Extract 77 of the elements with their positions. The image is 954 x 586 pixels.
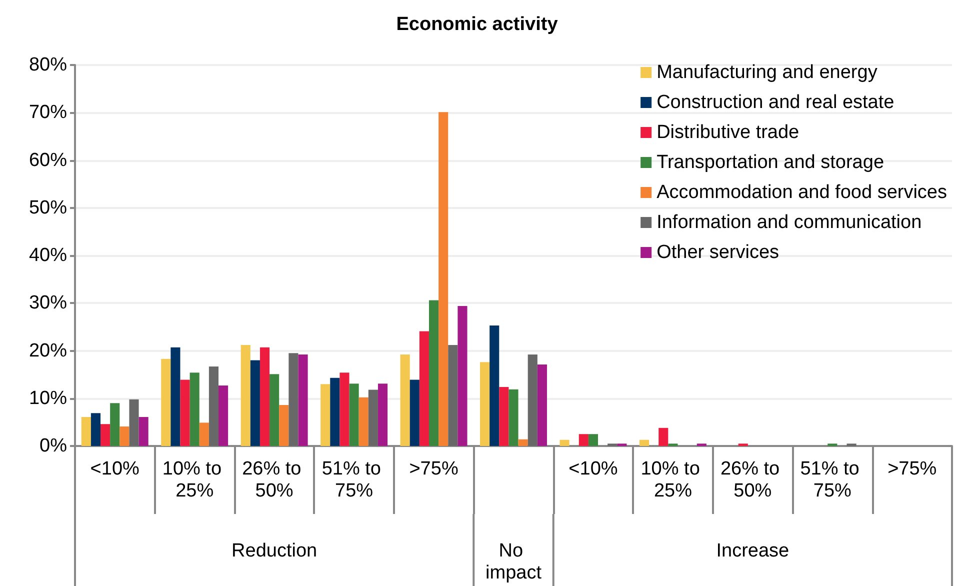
text: Reduction [232, 540, 318, 562]
bar [438, 112, 448, 446]
bar [639, 440, 650, 446]
bar [499, 386, 509, 446]
bar [250, 360, 260, 446]
x-tick-label: >75% [888, 458, 937, 480]
bar [320, 384, 330, 446]
bar [490, 326, 500, 446]
y-tick-label: 80% [28, 54, 68, 76]
bar [349, 384, 359, 446]
bar [288, 353, 298, 446]
text: No impact [486, 540, 542, 584]
bar [400, 354, 410, 446]
y-tick-label: 30% [28, 292, 68, 314]
bar [378, 384, 388, 446]
bar [588, 434, 598, 446]
bar [560, 440, 570, 446]
bar [518, 439, 528, 446]
bar [129, 399, 139, 446]
bar [428, 300, 439, 446]
chart-title: Economic activity [396, 14, 558, 35]
y-tick-label: 60% [28, 150, 68, 171]
bar [330, 378, 340, 446]
bar [90, 413, 101, 446]
y-tick-label: 10% [28, 388, 68, 409]
bar [240, 345, 250, 446]
bar [81, 416, 91, 446]
bar [138, 416, 148, 446]
y-tick-label: 0% [40, 436, 68, 456]
bar [120, 426, 130, 446]
bar [180, 380, 190, 446]
bar [578, 434, 588, 446]
legend-label: Manufacturing and energy [656, 62, 878, 83]
bar [508, 389, 518, 446]
bar [270, 374, 280, 446]
bar [208, 366, 219, 446]
bar [199, 422, 209, 446]
x-tick-label: 51% to 75% [800, 458, 865, 502]
x-tick-label: 10% to 25% [162, 458, 227, 502]
x-tick-label: <10% [90, 458, 140, 480]
y-tick-label: 20% [28, 340, 68, 362]
legend-label: Other services [656, 242, 780, 263]
bar [218, 386, 228, 446]
legend-label: Accommodation and food services [656, 182, 948, 203]
bar [260, 347, 270, 446]
bar [110, 403, 120, 446]
bar [528, 354, 538, 446]
bar [419, 331, 429, 446]
bar [100, 424, 110, 446]
bar [279, 405, 289, 446]
legend-label: Distributive trade [656, 122, 800, 143]
bar [161, 358, 171, 446]
legend-label: Information and communication [656, 212, 922, 233]
bar [340, 372, 350, 446]
bar [368, 390, 378, 446]
y-tick-label: 70% [28, 102, 68, 124]
bar [190, 372, 200, 446]
legend-label: Transportation and storage [656, 152, 884, 173]
bar [410, 380, 420, 446]
x-tick-label: >75% [409, 458, 458, 480]
bar [480, 362, 490, 446]
bar [358, 397, 368, 446]
y-tick-label: 50% [28, 197, 68, 218]
bar [537, 364, 547, 446]
bar [170, 347, 180, 446]
legend-label: Construction and real estate [656, 92, 894, 113]
bar [298, 354, 308, 446]
x-tick-label: 26% to 50% [242, 458, 307, 502]
bar [448, 345, 458, 446]
x-tick-label: 51% to 75% [322, 458, 386, 502]
x-tick-label: <10% [568, 458, 618, 480]
bar [458, 306, 468, 446]
y-tick-label: 40% [28, 245, 68, 266]
text: Increase [716, 540, 790, 562]
x-tick-label: 26% to 50% [720, 458, 785, 502]
bar [658, 428, 668, 446]
x-tick-label: 10% to 25% [640, 458, 706, 502]
